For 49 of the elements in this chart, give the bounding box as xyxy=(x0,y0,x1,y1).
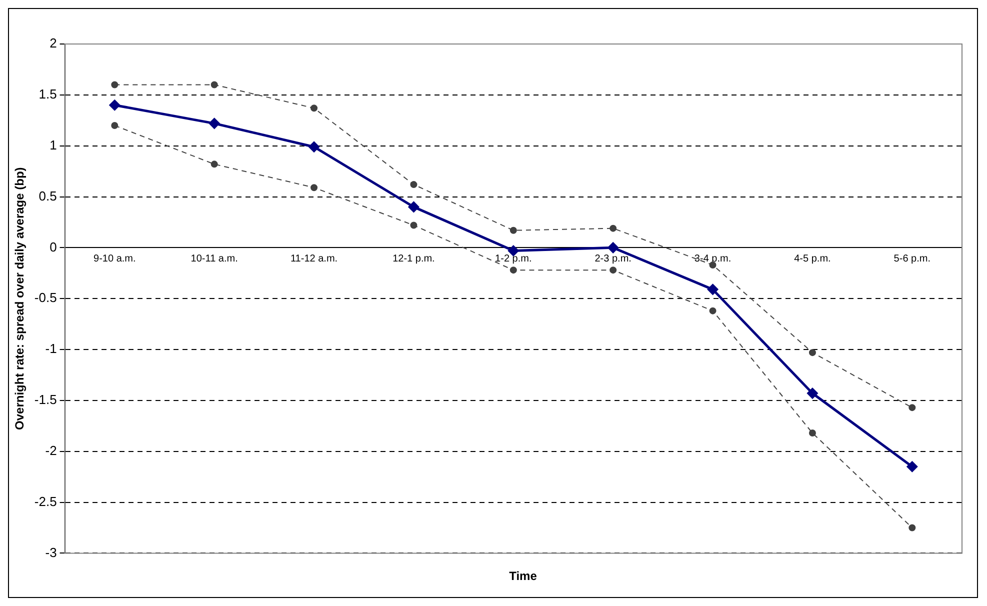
point xyxy=(908,404,916,412)
point xyxy=(510,226,517,234)
point xyxy=(410,181,418,188)
y-tick-label: -1 xyxy=(45,341,57,356)
x-tick-label: 2-3 p.m. xyxy=(594,253,632,264)
point xyxy=(508,245,519,256)
x-tick-label: 1-2 p.m. xyxy=(495,253,532,264)
y-tick-label: 2 xyxy=(50,36,57,51)
point xyxy=(608,242,618,253)
point xyxy=(111,122,118,129)
point xyxy=(610,224,617,232)
point xyxy=(808,430,816,437)
point xyxy=(807,388,818,399)
x-tick-label: 11-12 a.m. xyxy=(290,253,338,264)
point xyxy=(310,104,318,112)
point xyxy=(111,81,118,88)
y-tick-label: -3 xyxy=(45,544,57,560)
y-tick-label: -1.5 xyxy=(34,392,57,408)
point xyxy=(709,261,716,268)
y-tick-label: -0.5 xyxy=(34,290,57,306)
y-axis-title: Overnight rate: spread over daily average (bp) xyxy=(12,167,27,430)
x-tick-label: 12-1 p.m. xyxy=(392,253,435,264)
x-tick-label: 5-6 p.m. xyxy=(894,253,930,264)
point xyxy=(109,100,120,110)
x-tick-label: 4-5 p.m. xyxy=(794,253,831,264)
point xyxy=(210,81,218,88)
point xyxy=(708,284,718,295)
point xyxy=(210,160,218,168)
point xyxy=(908,524,916,532)
point xyxy=(808,349,816,356)
x-tick-label: 9-10 a.m. xyxy=(94,253,136,264)
y-tick-label: 0.5 xyxy=(38,188,57,204)
point xyxy=(308,142,320,152)
x-tick-label: 3-4 p.m. xyxy=(694,253,732,264)
point xyxy=(408,202,419,212)
y-tick-label: -2.5 xyxy=(34,494,57,509)
y-tick-label: -2 xyxy=(45,442,57,458)
point xyxy=(709,307,716,314)
x-axis-title: Time xyxy=(508,569,538,583)
point xyxy=(510,266,517,274)
point xyxy=(310,184,318,192)
y-tick-label: 0 xyxy=(50,239,57,254)
point xyxy=(906,461,918,472)
y-tick-label: 1.5 xyxy=(38,86,57,102)
point xyxy=(209,118,220,129)
point xyxy=(410,222,418,229)
y-tick-label: 1 xyxy=(50,137,57,152)
x-tick-label: 10-11 a.m. xyxy=(190,253,238,264)
point xyxy=(610,266,617,274)
